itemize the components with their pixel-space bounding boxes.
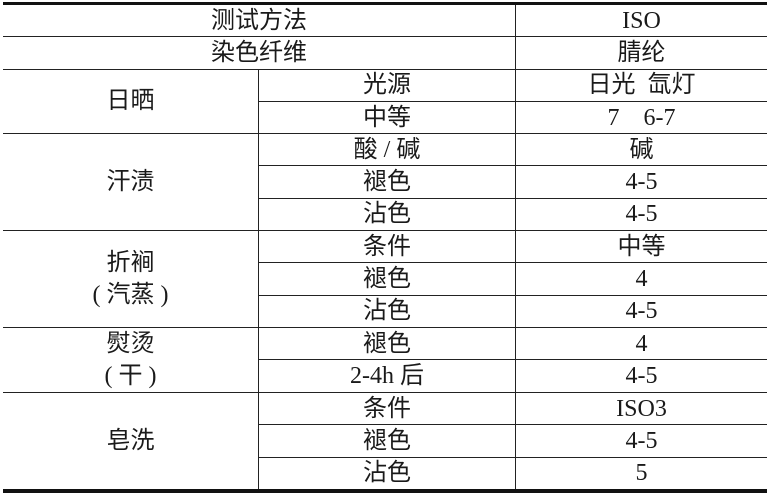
value-cell: 4-5 [515,294,767,328]
table-row: 熨烫 ( 干 ) 褪色 4 [3,326,767,393]
item-cell: 光源 [258,68,516,102]
test-name-cell: 折裥 ( 汽蒸 ) [3,230,259,328]
value-cell: 5 [515,456,767,491]
test-name-cell: 汗渍 [3,133,259,231]
item-cell: 褪色 [258,262,516,296]
value-cell: 中等 [515,230,767,263]
table-row: 折裥 ( 汽蒸 ) 条件 中等 [3,230,767,328]
item-cell: 酸 / 碱 [258,133,516,166]
test-name-cell: 日晒 [3,68,259,134]
table-row: 沾色 4-5 [3,294,767,328]
test-condition: ( 干 ) [104,362,157,389]
item-cell: 条件 [258,391,516,425]
header-value: 腈纶 [515,36,767,70]
test-name-cell: 皂洗 [3,391,259,491]
value-cell: 7 6-7 [515,100,767,134]
value-cell: 4 [515,326,767,360]
value-cell: 4-5 [515,359,767,393]
test-name: 熨烫 [106,330,155,357]
table-row: 褪色 4-5 [3,424,767,458]
test-name: 折裥 [106,250,155,277]
test-name: 皂洗 [106,427,155,454]
item-cell: 褪色 [258,424,516,458]
value-cell: 碱 [515,133,767,166]
table-row: 褪色 4-5 [3,165,767,199]
item-cell: 沾色 [258,197,516,231]
test-condition: ( 汽蒸 ) [92,282,169,309]
item-cell: 褪色 [258,165,516,199]
item-cell: 沾色 [258,456,516,491]
header-row: 测试方法 ISO [3,2,767,37]
test-name: 日晒 [106,88,155,115]
value-cell: 4-5 [515,197,767,231]
table-row: 皂洗 条件 ISO3 [3,391,767,491]
test-name: 汗渍 [106,169,155,196]
header-label: 测试方法 [3,2,516,37]
item-cell: 沾色 [258,294,516,328]
table-row: 汗渍 酸 / 碱碱 [3,133,767,231]
item-cell: 2-4h 后 [258,359,516,393]
table-row: 褪色 4 [3,262,767,296]
table-row: 沾色 5 [3,456,767,491]
table-row: 中等 7 6-7 [3,100,767,134]
value-cell: 4-5 [515,424,767,458]
item-cell: 褪色 [258,326,516,360]
value-cell: 4 [515,262,767,296]
value-cell: 日光 氙灯 [515,68,767,102]
value-cell: ISO3 [515,391,767,425]
fastness-table: 测试方法 ISO 染色纤维 腈纶 日晒 光源 日光 氙灯 中等 7 6-7 汗渍酸 / 碱碱褪色 4… [3,2,767,493]
header-value: ISO [515,2,767,37]
table-row: 沾色 4-5 [3,197,767,231]
value-cell: 4-5 [515,165,767,199]
table-row: 2-4h 后 4-5 [3,359,767,393]
table-row: 日晒 光源 日光 氙灯 [3,68,767,134]
header-row: 染色纤维 腈纶 [3,36,767,70]
test-name-cell: 熨烫 ( 干 ) [3,326,259,393]
item-cell: 条件 [258,230,516,263]
item-cell: 中等 [258,100,516,134]
header-label: 染色纤维 [3,36,516,70]
